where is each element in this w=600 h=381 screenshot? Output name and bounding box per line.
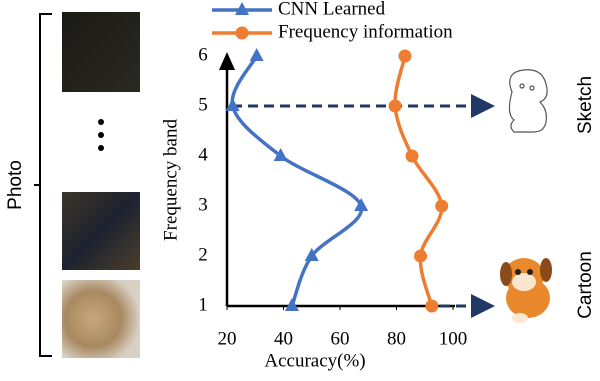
- y-tick-label: 4: [198, 144, 208, 165]
- dot: [98, 119, 104, 125]
- marker: [304, 248, 319, 261]
- series-line: [230, 55, 364, 307]
- legend-label: Frequency information: [278, 21, 453, 42]
- y-tick-label: 6: [198, 44, 208, 65]
- legend-marker: [235, 26, 249, 40]
- marker: [388, 99, 402, 113]
- x-tick-label: 80: [387, 328, 406, 349]
- y-tick-label: 2: [198, 244, 208, 265]
- marker: [398, 49, 412, 63]
- dot: [98, 132, 104, 138]
- legend-label: CNN Learned: [278, 0, 386, 19]
- x-tick-label: 20: [218, 328, 237, 349]
- photo-low-freq: [62, 280, 140, 358]
- y-tick-label: 3: [198, 194, 208, 215]
- x-tick-label: 100: [439, 328, 468, 349]
- x-axis-label: Accuracy(%): [264, 350, 365, 371]
- cartoon-image: [500, 258, 552, 323]
- marker: [284, 298, 299, 311]
- series-line: [393, 55, 444, 307]
- x-tick-label: 60: [331, 328, 350, 349]
- x-tick-label: 40: [274, 328, 293, 349]
- sketch-image: [508, 69, 548, 133]
- marker: [425, 299, 439, 313]
- legend-marker: [235, 2, 249, 15]
- side-label: Cartoon: [575, 251, 596, 319]
- marker: [354, 198, 369, 211]
- marker: [273, 148, 288, 161]
- photo-mid-freq: [62, 192, 140, 270]
- y-tick-label: 5: [198, 94, 208, 115]
- y-tick-label: 1: [198, 294, 208, 315]
- marker: [405, 149, 419, 163]
- bracket: [34, 13, 52, 357]
- marker: [225, 98, 240, 111]
- photo-high-freq: [62, 12, 140, 92]
- marker: [249, 48, 264, 61]
- side-label: Sketch: [575, 76, 596, 134]
- dot: [98, 145, 104, 151]
- axis-arrow: [219, 52, 235, 70]
- side-label: Photo: [5, 160, 26, 210]
- marker: [414, 249, 428, 263]
- marker: [435, 199, 449, 213]
- y-axis-label: Frequency band: [160, 119, 181, 241]
